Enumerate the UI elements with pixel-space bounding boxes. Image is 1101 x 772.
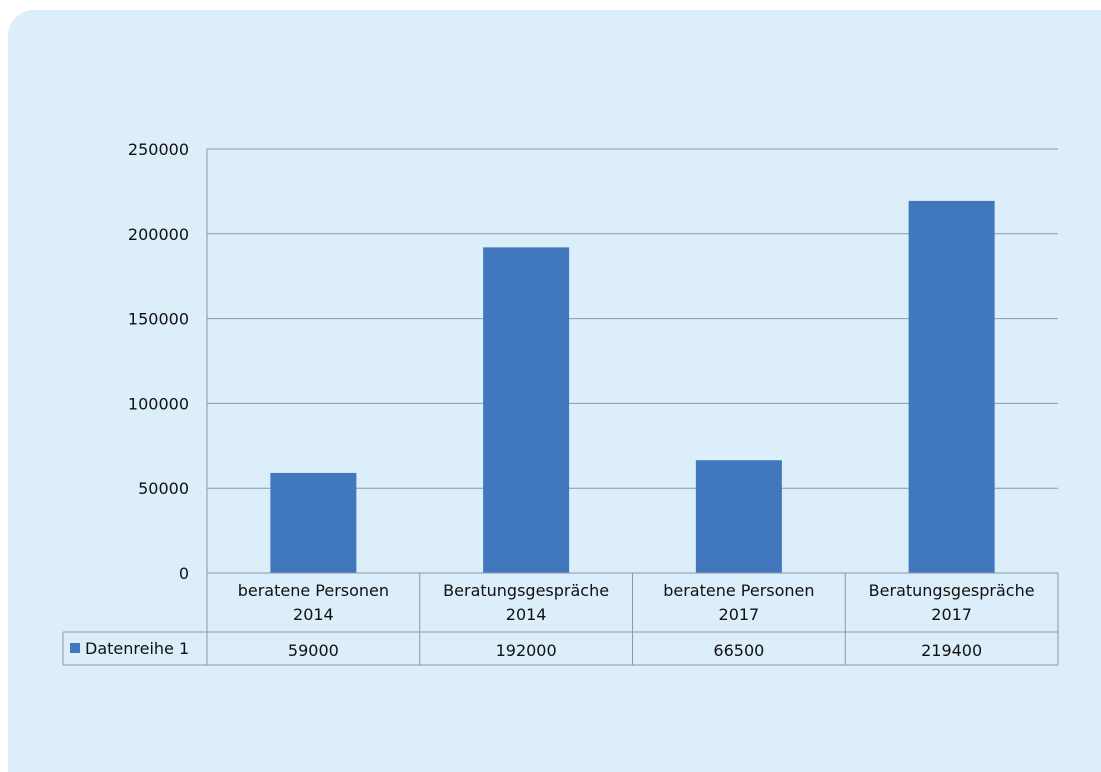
bar (483, 247, 570, 574)
data-table: beratene Personen 2014 Beratungsgespräche 2… (62, 572, 1059, 666)
legend-label: Datenreihe 1 (85, 639, 189, 658)
data-label: 66500 (713, 641, 764, 660)
data-label: 59000 (288, 641, 339, 660)
y-tick-label: 150000 (128, 310, 189, 329)
bar (908, 200, 995, 574)
y-tick-label: 200000 (128, 225, 189, 244)
bars (270, 200, 995, 574)
category-label: Beratungsgespräche 2014 (443, 581, 609, 624)
category-label: beratene Personen 2017 (663, 581, 814, 624)
bar (695, 460, 782, 573)
y-tick-label: 50000 (138, 479, 189, 498)
y-tick-label: 250000 (128, 140, 189, 159)
y-tick-label: 100000 (128, 394, 189, 413)
category-label: beratene Personen 2014 (238, 581, 389, 624)
legend-swatch (70, 643, 80, 653)
data-label: 192000 (496, 641, 557, 660)
bar (270, 472, 357, 573)
data-label: 219400 (921, 641, 982, 660)
y-tick-label: 0 (179, 564, 189, 583)
category-label: Beratungsgespräche 2017 (869, 581, 1035, 624)
y-axis-ticks: 0 50000 100000 150000 200000 250000 (128, 140, 189, 583)
